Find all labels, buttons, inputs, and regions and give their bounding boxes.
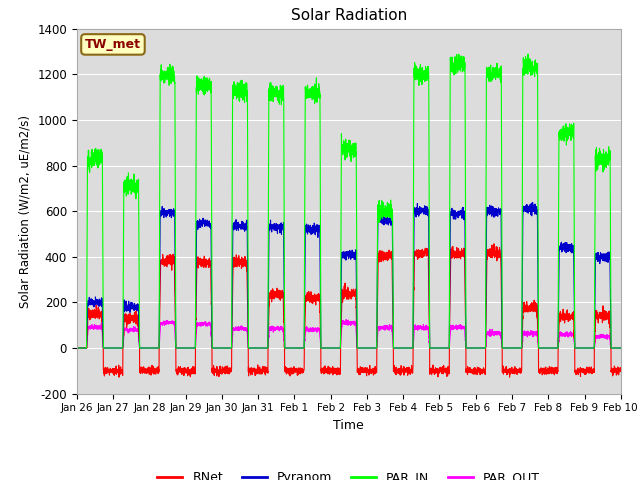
- Text: TW_met: TW_met: [85, 38, 141, 51]
- RNet: [441, 366, 449, 372]
- Pyranom: [529, 200, 536, 205]
- RNet: [502, 370, 509, 375]
- PAR_IN: [524, 51, 532, 57]
- RNet: [73, 345, 81, 351]
- RNet: [490, 241, 498, 247]
- PAR_OUT: [171, 323, 179, 329]
- PAR_IN: [616, 345, 624, 351]
- PAR_OUT: [342, 317, 350, 323]
- Line: RNet: RNet: [77, 244, 621, 377]
- PAR_OUT: [616, 345, 624, 351]
- PAR_IN: [73, 345, 81, 351]
- Pyranom: [328, 345, 336, 351]
- Pyranom: [440, 345, 448, 351]
- Y-axis label: Solar Radiation (W/m2, uE/m2/s): Solar Radiation (W/m2, uE/m2/s): [19, 115, 32, 308]
- PAR_IN: [440, 345, 448, 351]
- Line: PAR_IN: PAR_IN: [77, 54, 621, 348]
- PAR_IN: [328, 345, 336, 351]
- RNet: [171, 278, 179, 284]
- PAR_OUT: [502, 345, 509, 351]
- Pyranom: [617, 345, 625, 351]
- PAR_OUT: [471, 345, 479, 351]
- PAR_IN: [617, 345, 625, 351]
- PAR_OUT: [617, 345, 625, 351]
- PAR_OUT: [441, 345, 449, 351]
- PAR_IN: [502, 345, 509, 351]
- Line: Pyranom: Pyranom: [77, 203, 621, 348]
- Pyranom: [616, 345, 624, 351]
- Pyranom: [502, 345, 509, 351]
- PAR_IN: [171, 74, 179, 80]
- RNet: [329, 368, 337, 374]
- Title: Solar Radiation: Solar Radiation: [291, 9, 407, 24]
- Pyranom: [471, 345, 479, 351]
- RNet: [616, 367, 624, 373]
- PAR_OUT: [73, 345, 81, 351]
- RNet: [115, 374, 123, 380]
- Pyranom: [73, 345, 81, 351]
- Pyranom: [171, 210, 179, 216]
- Line: PAR_OUT: PAR_OUT: [77, 320, 621, 348]
- RNet: [471, 366, 479, 372]
- RNet: [617, 366, 625, 372]
- Legend: RNet, Pyranom, PAR_IN, PAR_OUT: RNet, Pyranom, PAR_IN, PAR_OUT: [152, 467, 545, 480]
- PAR_OUT: [328, 345, 336, 351]
- PAR_IN: [471, 345, 479, 351]
- X-axis label: Time: Time: [333, 419, 364, 432]
